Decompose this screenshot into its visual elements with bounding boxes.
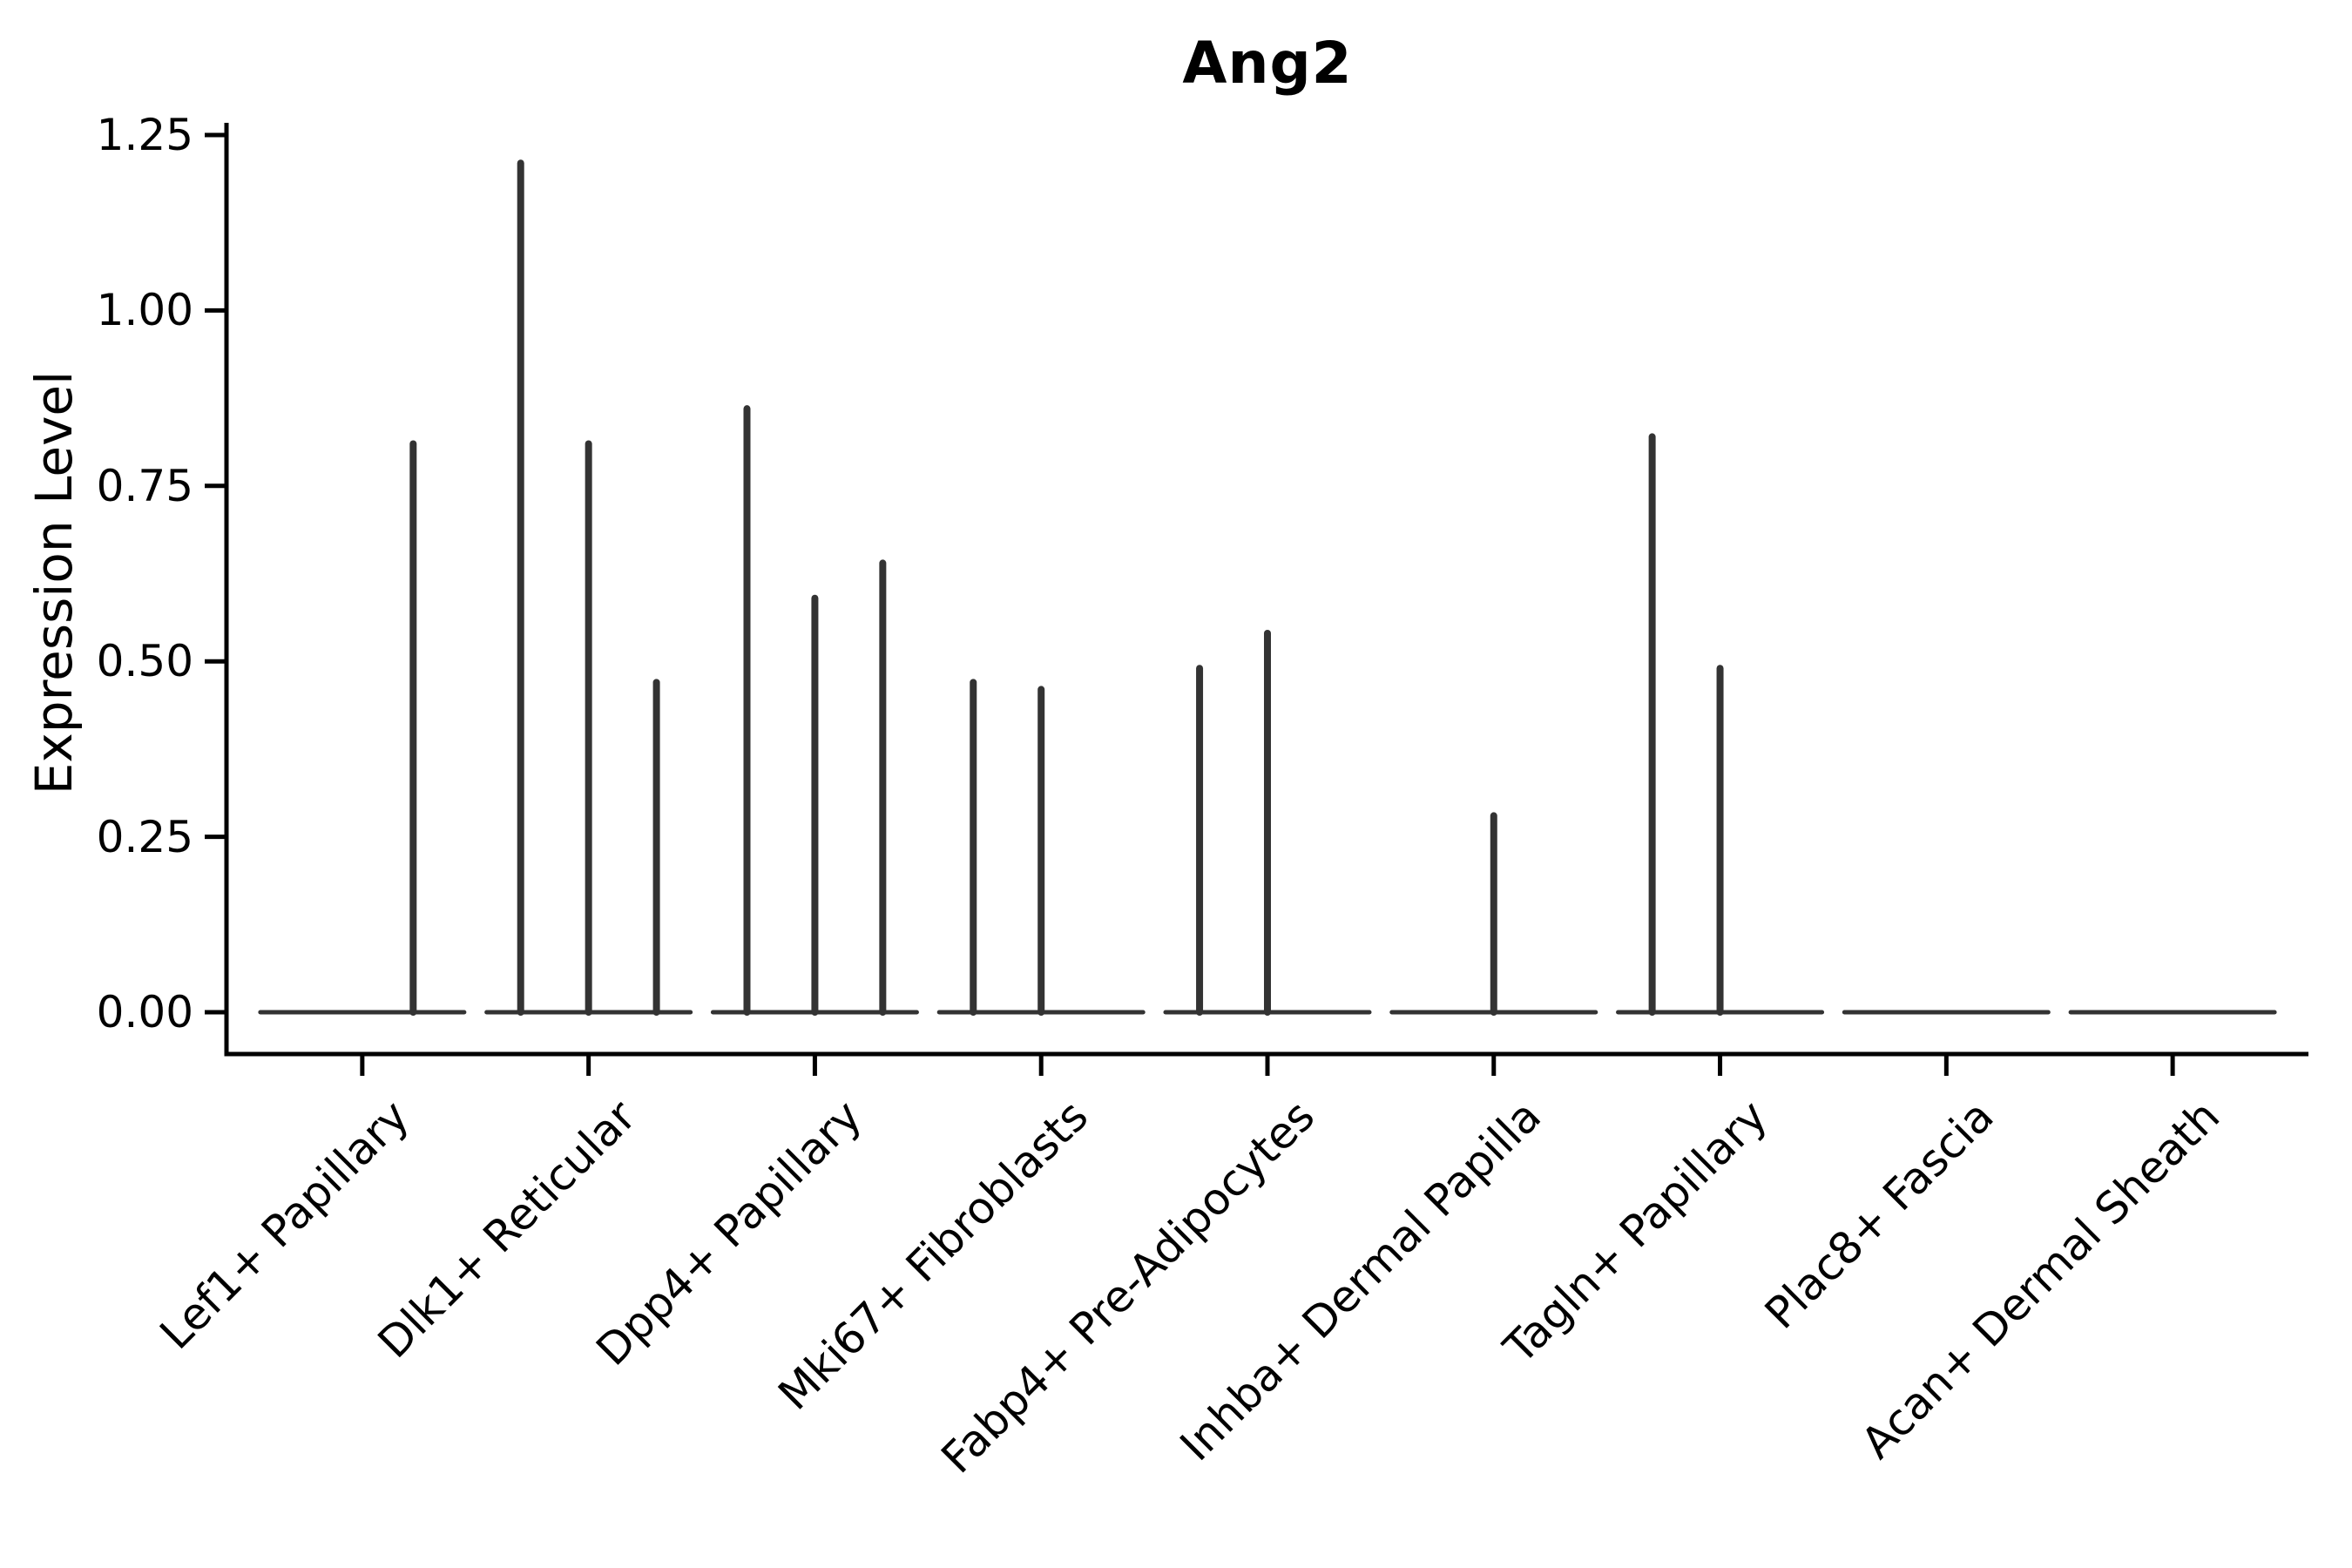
chart-title: Ang2 — [1182, 30, 1353, 97]
axis-spines — [224, 123, 2308, 1057]
y-tick-label: 0.25 — [96, 811, 193, 862]
y-tick-label: 0.00 — [96, 987, 193, 1037]
y-tick-label: 0.50 — [96, 636, 193, 687]
y-tick-label: 1.25 — [96, 110, 193, 160]
y-tick-label: 0.75 — [96, 460, 193, 511]
y-axis-label: Expression Level — [24, 370, 84, 795]
y-tick-label: 1.00 — [96, 285, 193, 336]
